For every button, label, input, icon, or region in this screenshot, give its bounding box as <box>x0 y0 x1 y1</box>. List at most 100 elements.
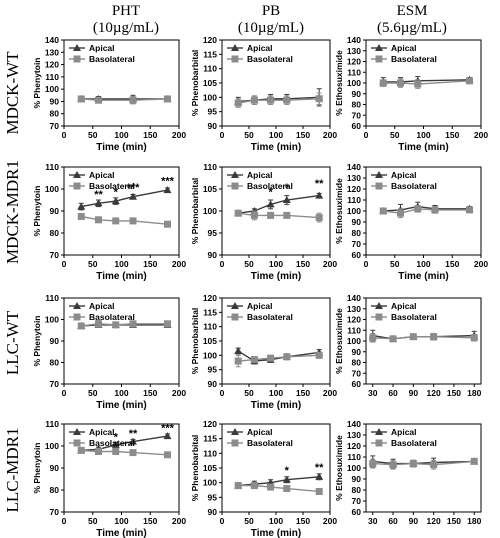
square-marker <box>234 482 242 490</box>
square-marker <box>315 95 323 103</box>
chart-panel: 70 80 90 100 110 120 130 140 0 50 100 150 200 % Pheny… <box>32 35 186 153</box>
triangle-marker <box>315 191 324 199</box>
chart-panel: 70 80 90 100 110 0 50 100 150 200 % Phenytoin Time … <box>32 293 186 411</box>
y-axis-title: % Phenobarbital <box>190 50 200 117</box>
x-tick-label: 0 <box>220 130 225 140</box>
x-axis-title: Time (min) <box>96 528 146 538</box>
square-marker <box>409 333 417 341</box>
square-marker <box>250 356 258 364</box>
square-marker <box>250 96 258 104</box>
x-tick-label: 0 <box>62 516 67 526</box>
square-marker <box>369 334 377 342</box>
x-tick-label: 200 <box>323 516 337 526</box>
legend-label: Apical <box>247 301 273 311</box>
legend-label: Apical <box>391 427 417 437</box>
significance-marker: * <box>268 187 273 199</box>
x-axis-title: Time (min) <box>251 271 301 282</box>
x-tick-label: 0 <box>62 259 67 269</box>
triangle-marker <box>94 199 103 207</box>
y-tick-label: 100 <box>347 206 361 216</box>
square-marker <box>77 322 85 330</box>
triangle-marker <box>73 44 81 51</box>
y-tick-label: 80 <box>50 358 60 368</box>
square-marker <box>164 451 171 459</box>
significance-marker: ** <box>129 428 138 440</box>
x-tick-label: 200 <box>172 130 186 140</box>
series-line <box>238 212 320 219</box>
legend-label: Basolateral <box>247 312 293 322</box>
series-line <box>81 449 168 456</box>
y-axis-title: % Phenytoin <box>32 315 42 366</box>
x-tick-label: 90 <box>409 516 419 526</box>
y-tick-label: 80 <box>50 109 60 119</box>
y-tick-label: 70 <box>352 496 362 506</box>
triangle-marker <box>231 171 239 178</box>
x-tick-label: 180 <box>467 516 481 526</box>
x-tick-label: 100 <box>269 130 283 140</box>
column-header-drug: ESM <box>397 3 428 19</box>
square-marker <box>164 220 171 228</box>
plot-frame <box>365 297 482 385</box>
legend-label: Apical <box>89 427 115 437</box>
square-marker <box>379 79 387 87</box>
x-tick-label: 100 <box>269 388 283 398</box>
y-tick-label: 130 <box>347 304 361 314</box>
triangle-marker <box>282 196 291 203</box>
x-tick-label: 50 <box>244 516 254 526</box>
y-tick-label: 110 <box>45 162 59 172</box>
chart-panel: 70 80 90 100 110 0 50 100 150 200 % Phenytoin Time … <box>32 162 186 282</box>
square-marker <box>409 460 417 468</box>
triangle-marker <box>73 171 81 178</box>
x-tick-label: 100 <box>416 130 430 140</box>
y-tick-label: 120 <box>347 441 361 451</box>
legend-label: Apical <box>391 170 417 180</box>
row-header-mdck-mdr1: MDCK-MDR1 <box>3 160 22 264</box>
series-line <box>81 215 168 225</box>
x-tick-label: 50 <box>390 259 400 269</box>
y-tick-label: 140 <box>347 162 361 172</box>
legend-label: Basolateral <box>391 181 437 191</box>
y-tick-label: 110 <box>45 72 59 82</box>
x-tick-label: 150 <box>143 130 157 140</box>
y-axis-title: % Phenobarbital <box>190 435 200 502</box>
legend-label: Basolateral <box>89 312 135 322</box>
y-tick-label: 100 <box>45 184 59 194</box>
triangle-marker <box>129 437 137 445</box>
y-axis-title: % Phenytoin <box>32 442 42 493</box>
column-header-conc: (10µg/mL) <box>238 20 304 36</box>
square-marker <box>369 460 377 468</box>
square-marker <box>77 446 85 454</box>
column-header-conc: (5.6µg/mL) <box>377 20 447 36</box>
column-header-esm: ESM (5.6µg/mL) <box>377 3 447 36</box>
y-tick-label: 100 <box>203 206 217 216</box>
y-tick-label: 90 <box>208 250 218 260</box>
series-basolateral <box>369 332 478 343</box>
y-tick-label: 100 <box>203 478 217 488</box>
square-marker <box>95 320 102 328</box>
square-marker <box>470 457 478 465</box>
x-tick-label: 30 <box>368 388 378 398</box>
x-tick-label: 100 <box>114 388 128 398</box>
y-tick-label: 120 <box>203 293 217 303</box>
series-basolateral <box>369 457 478 470</box>
legend-label: Basolateral <box>391 438 437 448</box>
y-tick-label: 120 <box>347 57 361 67</box>
y-tick-label: 120 <box>347 184 361 194</box>
legend-label: Apical <box>89 170 115 180</box>
significance-marker: *** <box>161 176 175 188</box>
x-tick-label: 90 <box>409 388 419 398</box>
x-tick-label: 60 <box>388 388 398 398</box>
y-tick-label: 80 <box>50 485 60 495</box>
significance-marker: ** <box>315 462 324 474</box>
chart-panel: 90 95 100 105 110 115 120 0 50 100 150 200 % Phenoba… <box>190 35 337 153</box>
square-marker <box>250 211 258 219</box>
chart-panel: 90 95 100 105 110 115 120 0 50 100 150 200 % Phenoba… <box>190 419 337 538</box>
triangle-marker <box>129 192 137 200</box>
